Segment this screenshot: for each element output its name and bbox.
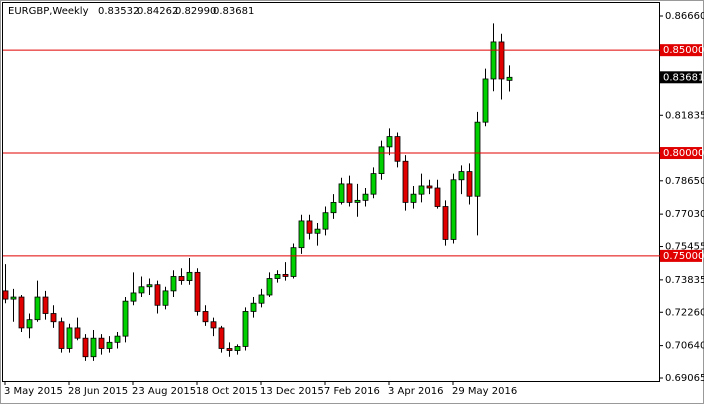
y-tick-label: 0.70640 (665, 341, 704, 352)
y-tick-label: 0.77030 (665, 209, 704, 220)
x-tick-label: 3 Apr 2016 (388, 386, 443, 397)
candle-body (378, 146, 385, 175)
x-tick-label: 28 Jun 2015 (68, 386, 128, 397)
candle-body (82, 337, 89, 358)
candle-body (346, 183, 353, 203)
candle-body (74, 327, 81, 339)
y-tick-label: 0.73835 (665, 275, 704, 286)
x-tick-label: 3 May 2015 (4, 386, 63, 397)
candle-body (466, 171, 473, 197)
candle-body (42, 296, 49, 314)
candle-body (402, 160, 409, 203)
candle-body (146, 284, 153, 288)
y-tick-label: 0.78650 (665, 176, 704, 187)
candle-body (274, 274, 281, 279)
candle-body (18, 296, 25, 329)
level-box (660, 249, 702, 262)
candle-body (130, 292, 137, 302)
candle-body (370, 173, 377, 195)
candle-body (210, 321, 217, 329)
x-tick-label: 18 Oct 2015 (196, 386, 258, 397)
candle-body (114, 335, 121, 343)
x-tick-label: 29 May 2016 (452, 386, 517, 397)
level-box (660, 147, 702, 160)
candle-body (170, 276, 177, 292)
candle-body (458, 171, 465, 181)
candle-body (90, 337, 97, 358)
plot-area (2, 2, 660, 382)
y-tick-label: 0.69065 (665, 373, 704, 384)
candle-body (282, 274, 289, 277)
y-tick-label: 0.72260 (665, 307, 704, 318)
candle-body (306, 220, 313, 234)
open-label: 0.83532 (98, 6, 139, 17)
x-tick-label: 13 Dec 2015 (260, 386, 324, 397)
candle-body (314, 228, 321, 234)
level-label: 0.85000 (663, 45, 704, 56)
candle-body (98, 337, 105, 349)
candle-body (386, 136, 393, 148)
candle-body (298, 220, 305, 249)
candle-body (154, 284, 161, 306)
candle-body (474, 121, 481, 197)
candle-body (450, 179, 457, 240)
high-label: 0.84262 (137, 6, 178, 17)
candle-body (354, 199, 361, 203)
candle-body (290, 247, 297, 277)
candle-body (338, 183, 345, 203)
candle-body (218, 327, 225, 349)
price-box (660, 71, 702, 84)
level-label: 0.80000 (663, 148, 704, 159)
candle-body (106, 341, 113, 349)
candle-body (10, 296, 17, 300)
candle-body (66, 327, 73, 349)
candle-body (434, 187, 441, 207)
price-label: 0.83681 (663, 72, 704, 83)
candle-body (410, 193, 417, 203)
candle-body (122, 300, 129, 337)
candle-body (362, 193, 369, 201)
candle-body (482, 78, 489, 123)
y-tick-label: 0.81835 (665, 110, 704, 121)
candle-body (250, 302, 257, 312)
symbol: EURGBP,Weekly (8, 6, 89, 17)
candle-body (442, 206, 449, 240)
candle-body (26, 319, 33, 329)
candle-body (50, 313, 57, 323)
close-label: 0.83681 (213, 6, 254, 17)
candle-body (58, 321, 65, 349)
candle-body (2, 290, 9, 300)
x-tick-label: 7 Feb 2016 (324, 386, 380, 397)
candle-body (162, 290, 169, 306)
candle-body (202, 311, 209, 323)
candle-body (506, 76, 513, 81)
y-tick-label: 0.86660 (665, 11, 704, 22)
candle-body (258, 294, 265, 304)
candle-body (322, 212, 329, 230)
x-tick-label: 23 Aug 2015 (132, 386, 196, 397)
level-label: 0.75000 (663, 251, 704, 262)
level-box (660, 44, 702, 57)
candle-body (266, 278, 273, 296)
candle-body (234, 346, 241, 351)
candle-body (330, 202, 337, 214)
y-tick-label: 0.75455 (665, 242, 704, 253)
candle-body (138, 286, 145, 294)
candle-body (34, 296, 41, 321)
candle-body (242, 311, 249, 347)
candle-body (490, 41, 497, 80)
candle-body (498, 41, 505, 80)
candle-body (178, 276, 185, 281)
candle-body (194, 271, 201, 312)
candle-body (426, 185, 433, 189)
candle-body (186, 271, 193, 281)
candle-body (418, 185, 425, 195)
candle-body (226, 348, 233, 351)
low-label: 0.82990 (175, 6, 216, 17)
candle-body (394, 136, 401, 162)
